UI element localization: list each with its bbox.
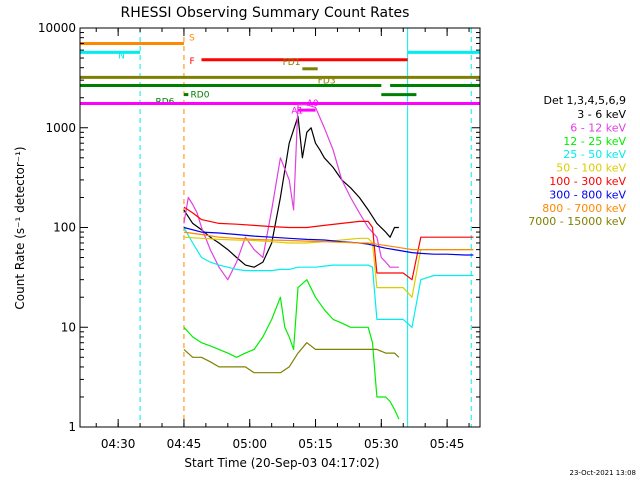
y-axis-ticks: 1 10 100 1000 10000 [38, 21, 480, 434]
chart-title: RHESSI Observing Summary Count Rates [121, 5, 410, 21]
flag-bars: SNFFD1FD3RD0RD6A1A0 [80, 33, 480, 117]
series-line-0 [183, 115, 399, 268]
flag-label-rd0: RD0 [191, 91, 210, 101]
legend-entry-5: 100 - 300 keV [549, 175, 626, 188]
legend-entry-2: 12 - 25 keV [563, 135, 626, 148]
y-tick-label-2: 100 [53, 221, 76, 235]
legend-entry-0: 3 - 6 keV [577, 108, 626, 121]
y-axis-label: Count Rate (s⁻¹ detector⁻¹) [13, 146, 27, 309]
series-line-2 [183, 279, 400, 420]
x-tick-label-5: 05:45 [430, 437, 465, 451]
x-axis-label: Start Time (20-Sep-03 04:17:02) [184, 456, 379, 470]
legend-entry-4: 50 - 100 keV [556, 162, 626, 175]
flag-label-a0: A0 [307, 99, 319, 109]
legend-entry-8: 7000 - 15000 keV [528, 215, 626, 228]
legend-entry-3: 25 - 50 keV [563, 148, 626, 161]
legend-entry-6: 300 - 800 keV [549, 188, 626, 201]
flag-label-fd1: FD1 [283, 58, 301, 68]
flag-label-fd3: FD3 [318, 76, 336, 86]
y-tick-label-1: 10 [61, 320, 76, 334]
series-line-3 [183, 227, 474, 328]
flag-label-n: N [118, 51, 125, 61]
x-tick-label-2: 05:00 [232, 437, 267, 451]
series-line-5 [183, 206, 474, 281]
footer-date: 23-Oct-2021 13:08 [570, 469, 636, 477]
y-tick-label-0: 1 [68, 420, 76, 434]
series-line-7 [183, 231, 474, 251]
flag-label-s: S [189, 33, 195, 43]
legend-entry-7: 800 - 7000 keV [542, 202, 626, 215]
vertical-markers [79, 28, 472, 427]
legend-title: Det 1,3,4,5,6,9 [543, 94, 626, 107]
x-axis-ticks: 04:30 04:45 05:00 05:15 05:30 05:45 [95, 28, 470, 451]
series-line-1 [183, 104, 399, 281]
series-line-8 [183, 342, 400, 374]
x-tick-label-3: 05:15 [298, 437, 333, 451]
legend-entry-1: 6 - 12 keV [570, 121, 626, 134]
data-series [183, 104, 474, 420]
y-tick-label-4: 10000 [38, 21, 76, 35]
y-tick-label-3: 1000 [45, 121, 76, 135]
flag-label-f: F [189, 57, 194, 67]
x-tick-label-4: 05:30 [364, 437, 399, 451]
x-tick-label-1: 04:45 [167, 437, 202, 451]
x-tick-label-0: 04:30 [101, 437, 136, 451]
